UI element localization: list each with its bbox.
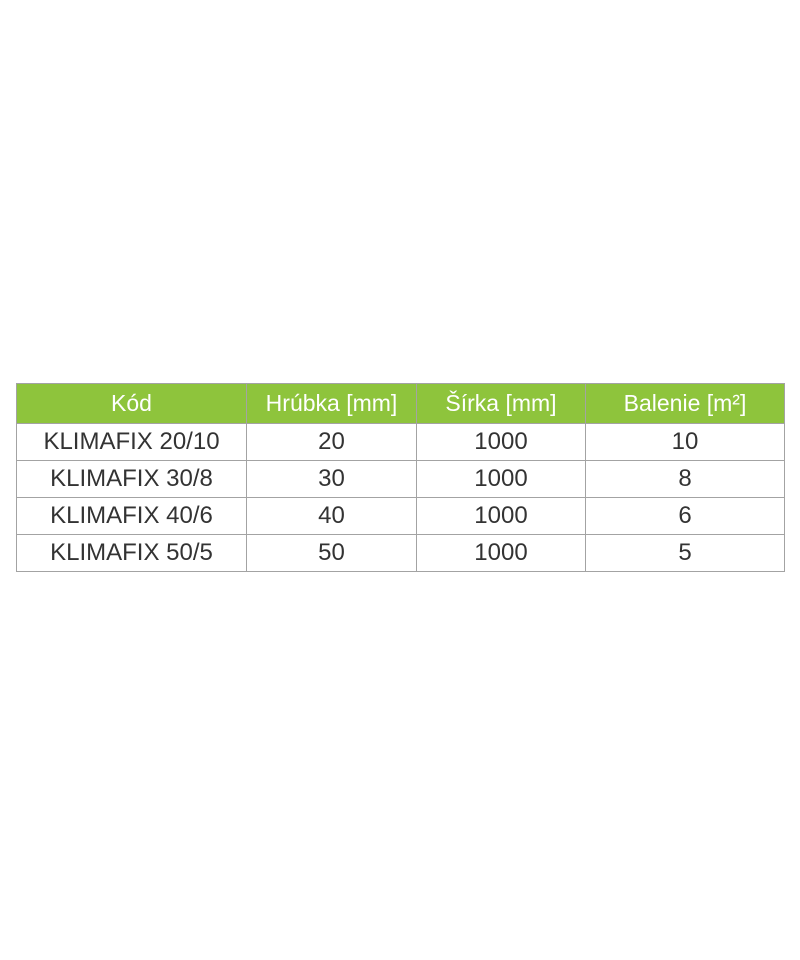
- column-header-package: Balenie [m²]: [585, 383, 785, 424]
- product-table-container: Kód Hrúbka [mm] Šírka [mm] Balenie [m²] …: [16, 383, 785, 572]
- table-row: KLIMAFIX 20/10 20 1000 10: [16, 423, 785, 461]
- cell-thickness: 50: [246, 534, 417, 572]
- cell-width: 1000: [416, 460, 586, 498]
- cell-width: 1000: [416, 423, 586, 461]
- cell-code: KLIMAFIX 30/8: [16, 460, 247, 498]
- cell-width: 1000: [416, 534, 586, 572]
- table-row: KLIMAFIX 50/5 50 1000 5: [16, 534, 785, 572]
- product-spec-table: Kód Hrúbka [mm] Šírka [mm] Balenie [m²] …: [16, 383, 785, 572]
- cell-package: 5: [585, 534, 785, 572]
- table-header-row: Kód Hrúbka [mm] Šírka [mm] Balenie [m²]: [16, 383, 785, 424]
- cell-thickness: 30: [246, 460, 417, 498]
- cell-package: 8: [585, 460, 785, 498]
- cell-thickness: 20: [246, 423, 417, 461]
- cell-width: 1000: [416, 497, 586, 535]
- column-header-width: Šírka [mm]: [416, 383, 586, 424]
- cell-code: KLIMAFIX 40/6: [16, 497, 247, 535]
- cell-thickness: 40: [246, 497, 417, 535]
- column-header-thickness: Hrúbka [mm]: [246, 383, 417, 424]
- table-row: KLIMAFIX 40/6 40 1000 6: [16, 497, 785, 535]
- table-row: KLIMAFIX 30/8 30 1000 8: [16, 460, 785, 498]
- cell-code: KLIMAFIX 20/10: [16, 423, 247, 461]
- column-header-code: Kód: [16, 383, 247, 424]
- cell-code: KLIMAFIX 50/5: [16, 534, 247, 572]
- cell-package: 6: [585, 497, 785, 535]
- cell-package: 10: [585, 423, 785, 461]
